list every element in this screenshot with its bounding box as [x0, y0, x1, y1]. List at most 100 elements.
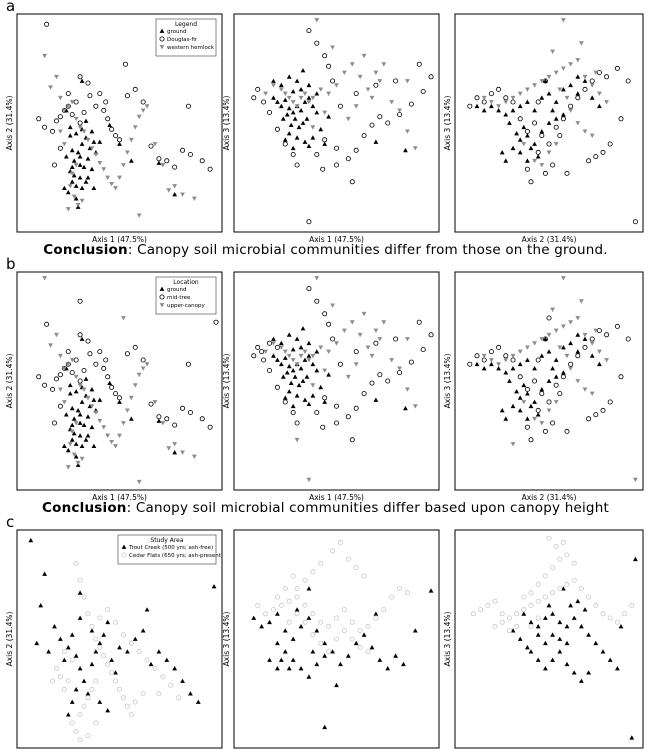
data-point: [290, 110, 296, 115]
data-point: [589, 95, 595, 100]
y-axis-label: Axis 2 (31.4%): [5, 354, 14, 409]
data-point: [77, 433, 83, 438]
y-axis-label: Axis 3 (13.4%): [443, 354, 452, 409]
data-point: [271, 336, 276, 341]
data-point: [28, 537, 34, 543]
data-point: [353, 565, 359, 571]
data-point: [326, 349, 332, 354]
data-point: [275, 611, 280, 616]
data-point: [306, 358, 312, 363]
data-point: [550, 420, 556, 426]
data-point: [553, 357, 559, 362]
data-point: [302, 357, 308, 362]
data-point: [564, 661, 570, 667]
data-point: [67, 382, 73, 388]
data-point: [50, 678, 56, 684]
data-point: [306, 401, 312, 407]
data-point: [77, 615, 83, 620]
data-point: [322, 724, 328, 730]
data-point: [310, 569, 316, 575]
data-point: [633, 477, 638, 483]
data-point: [575, 121, 581, 126]
data-point: [132, 86, 138, 92]
data-point: [122, 61, 128, 67]
data-point: [75, 460, 81, 466]
data-point: [326, 623, 332, 629]
data-point: [589, 83, 595, 88]
data-point: [586, 158, 592, 164]
data-point: [42, 124, 48, 130]
data-point: [314, 91, 320, 96]
data-point: [571, 670, 577, 675]
data-point: [152, 400, 158, 405]
data-point: [187, 151, 193, 157]
data-point: [333, 162, 339, 168]
data-point: [593, 154, 599, 160]
data-point: [73, 163, 79, 168]
data-point: [478, 607, 484, 613]
data-point: [507, 120, 512, 125]
data-point: [593, 70, 599, 75]
data-point: [589, 341, 595, 346]
y-axis-label: Axis 2 (31.4%): [5, 612, 14, 667]
data-point: [195, 699, 201, 704]
data-point: [67, 133, 73, 138]
data-point: [618, 374, 624, 380]
data-point: [85, 433, 91, 438]
data-point: [489, 100, 494, 105]
x-axis-label: Axis 1 (47.5%): [92, 235, 147, 244]
data-point: [288, 380, 294, 386]
data-point: [579, 624, 584, 629]
data-point: [77, 383, 83, 388]
data-point: [54, 74, 59, 80]
data-point: [132, 699, 138, 705]
data-point: [34, 640, 40, 646]
data-point: [345, 414, 351, 420]
data-point: [185, 361, 191, 367]
series-ground: [271, 68, 408, 153]
data-point: [474, 95, 480, 101]
data-point: [65, 645, 71, 650]
data-point: [629, 602, 635, 608]
series-western-hemlock: [42, 53, 197, 218]
data-point: [124, 351, 130, 357]
data-point: [532, 83, 537, 88]
data-point: [267, 110, 273, 116]
data-point: [67, 391, 73, 396]
data-point: [600, 149, 606, 155]
data-point: [579, 678, 584, 683]
data-point: [117, 645, 122, 650]
data-point: [333, 636, 339, 642]
data-point: [542, 428, 548, 434]
data-point: [255, 86, 261, 92]
data-point: [334, 341, 339, 346]
data-point: [341, 328, 347, 333]
data-point: [306, 28, 312, 34]
legend-entry: mid-tree: [167, 295, 191, 301]
data-point: [294, 393, 300, 398]
data-point: [510, 108, 516, 113]
data-point: [79, 456, 85, 462]
data-point: [561, 66, 566, 71]
data-point: [326, 91, 332, 96]
legend-entry: ground: [167, 287, 186, 293]
data-point: [136, 372, 142, 378]
data-point: [263, 349, 268, 354]
data-point: [428, 588, 434, 593]
data-point: [543, 336, 548, 341]
data-point: [77, 332, 83, 338]
data-point: [361, 311, 367, 317]
data-point: [105, 708, 111, 713]
y-axis-label: Axis 3 (13.4%): [222, 612, 231, 667]
data-point: [361, 53, 367, 59]
data-point: [542, 170, 548, 176]
data-point: [89, 661, 95, 667]
data-point: [83, 437, 89, 442]
data-point: [300, 120, 306, 125]
data-point: [61, 366, 67, 371]
data-point: [326, 63, 332, 69]
data-point: [412, 404, 418, 409]
data-point: [517, 116, 523, 122]
data-point: [582, 74, 588, 80]
data-point: [300, 378, 306, 383]
